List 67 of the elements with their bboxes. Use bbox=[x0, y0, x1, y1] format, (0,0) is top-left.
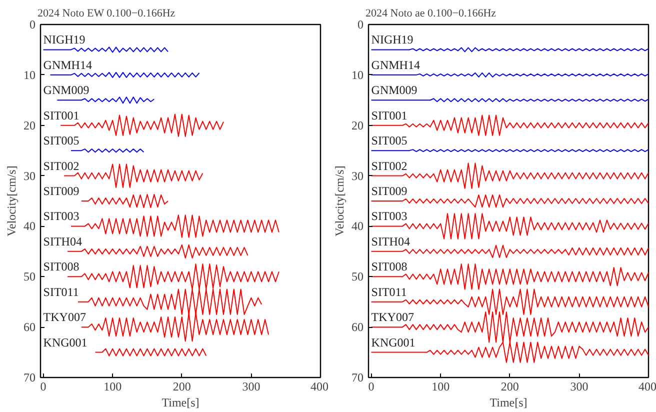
line-series bbox=[56, 96, 155, 104]
series-label: GNM009 bbox=[43, 83, 90, 98]
series-label: SIT009 bbox=[43, 184, 80, 198]
y-axis-title: Velocity[cm/s] bbox=[4, 166, 18, 236]
y-tick-label: 50 bbox=[352, 270, 364, 284]
series-label: SIT001 bbox=[371, 108, 408, 122]
line-series bbox=[67, 244, 248, 258]
series-label: KNG001 bbox=[43, 335, 88, 350]
line-series bbox=[370, 288, 648, 315]
series-label: SITH04 bbox=[43, 234, 82, 248]
line-series bbox=[80, 194, 169, 208]
series-label: SITH04 bbox=[371, 234, 410, 248]
y-tick-label: 60 bbox=[352, 320, 364, 334]
y-tick-label: 10 bbox=[24, 68, 36, 82]
y-tick-label: 70 bbox=[24, 370, 36, 384]
series-label: SIT008 bbox=[43, 260, 80, 274]
series-label: SIT003 bbox=[43, 209, 80, 224]
y-tick-label: 40 bbox=[24, 219, 36, 234]
series-label: TKY007 bbox=[371, 310, 414, 324]
y-tick-label: 30 bbox=[24, 168, 36, 183]
line-series bbox=[370, 194, 648, 208]
series-label: SIT001 bbox=[43, 108, 80, 122]
y-tick-label: 30 bbox=[352, 168, 364, 183]
series-label: SIT011 bbox=[371, 284, 407, 299]
x-tick-label: 0 bbox=[40, 380, 46, 394]
series-label: TKY007 bbox=[43, 310, 86, 324]
x-tick-label: 400 bbox=[638, 380, 656, 394]
series-label: SIT002 bbox=[43, 158, 80, 173]
line-series bbox=[370, 264, 648, 290]
series-label: GNM009 bbox=[371, 83, 418, 98]
series-label: SIT003 bbox=[371, 209, 408, 224]
series-label: NIGH19 bbox=[43, 32, 86, 47]
y-tick-label: 40 bbox=[352, 219, 364, 234]
y-tick-label: 50 bbox=[24, 270, 36, 284]
y-tick-label: 0 bbox=[358, 18, 364, 32]
y-tick-label: 70 bbox=[352, 370, 364, 384]
series-label: SIT005 bbox=[371, 134, 408, 148]
series-label: KNG001 bbox=[371, 335, 416, 350]
y-tick-label: 20 bbox=[352, 118, 364, 132]
series-label: GNMH14 bbox=[371, 58, 420, 72]
y-tick-label: 10 bbox=[352, 68, 364, 82]
y-axis-title: Velocity[cm/s] bbox=[332, 166, 346, 236]
line-series bbox=[370, 213, 648, 240]
y-tick-label: 60 bbox=[24, 320, 36, 334]
chart-title: 2024 Noto EW 0.100−0.166Hz bbox=[38, 8, 176, 20]
x-axis-title: Time[s] bbox=[490, 396, 528, 410]
x-tick-label: 100 bbox=[104, 380, 122, 394]
x-tick-label: 200 bbox=[172, 380, 191, 394]
x-tick-label: 300 bbox=[242, 380, 260, 394]
x-tick-label: 400 bbox=[310, 380, 328, 394]
series-label: SIT009 bbox=[371, 184, 408, 198]
series-label: SIT011 bbox=[43, 284, 79, 299]
series-label: GNMH14 bbox=[43, 58, 92, 72]
chart-title: 2024 Noto ae 0.100−0.166Hz bbox=[366, 8, 496, 20]
line-series bbox=[370, 162, 648, 189]
y-tick-label: 20 bbox=[24, 118, 36, 132]
y-tick-label: 0 bbox=[30, 18, 36, 32]
x-tick-label: 200 bbox=[500, 380, 519, 394]
line-series bbox=[370, 244, 648, 258]
series-label: SIT005 bbox=[43, 134, 80, 148]
x-tick-label: 0 bbox=[368, 380, 374, 394]
series-label: SIT008 bbox=[371, 260, 408, 274]
x-axis-title: Time[s] bbox=[162, 396, 200, 410]
x-tick-label: 300 bbox=[570, 380, 588, 394]
series-label: SIT002 bbox=[371, 158, 408, 173]
x-tick-label: 100 bbox=[432, 380, 450, 394]
series-label: NIGH19 bbox=[371, 32, 414, 47]
